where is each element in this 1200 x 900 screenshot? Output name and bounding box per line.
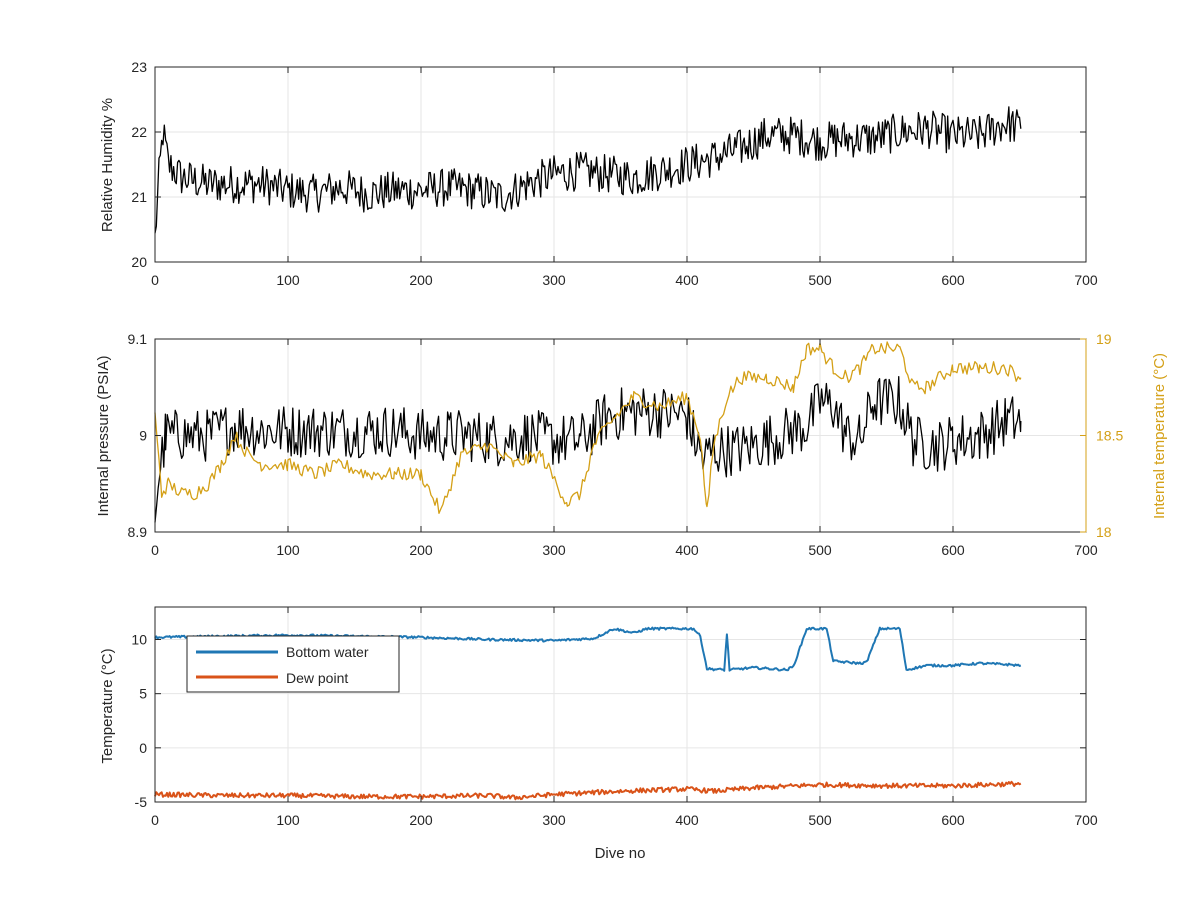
pressure-ytick-label: 9.1 [128,331,148,347]
pressure-y2tick-label: 18 [1096,524,1112,540]
temperature-xtick-label: 0 [151,812,159,828]
temperature-xtick-label: 700 [1074,812,1098,828]
dive-no-xlabel: Dive no [595,845,646,862]
temperature-ytick-label: 10 [131,632,147,648]
legend-box [186,635,400,693]
temperature-series-1-line [154,780,1022,801]
humidity-xtick-label: 200 [409,272,433,288]
pressure-xtick-label: 700 [1074,542,1098,558]
temperature-ytick-label: 0 [139,740,147,756]
humidity-ytick-label: 21 [131,189,147,205]
humidity-xtick-label: 0 [151,272,159,288]
temperature-xtick-label: 400 [675,812,699,828]
pressure-plot-area: 0 100 200 300 400 500 600 700 8.9 9 9.1 18 18.5 19 [128,331,1124,558]
temperature-ylabel: Temperature (°C) [99,648,116,763]
temperature-xtick-label: 200 [409,812,433,828]
temperature-ytick-label: 5 [139,686,147,702]
temperature-xtick-label: 600 [941,812,965,828]
temperature-ytick-label: -5 [135,794,148,810]
humidity-xtick-label: 600 [941,272,965,288]
humidity-xtick-label: 700 [1074,272,1098,288]
humidity-axes-box [154,66,1087,263]
humidity-ytick-label: 20 [131,254,147,270]
legend-label-dew-point: Dew point [286,670,348,686]
humidity-plot-area: 0 100 200 300 400 500 600 700 20 21 22 23 [131,59,1097,288]
pressure-y2tick-label: 18.5 [1096,428,1123,444]
humidity-xtick-label: 400 [675,272,699,288]
pressure-y2tick-label: 19 [1096,331,1112,347]
humidity-ytick-label: 22 [131,124,147,140]
pressure-xtick-label: 100 [276,542,300,558]
pressure-xtick-label: 0 [151,542,159,558]
legend: Bottom water Dew point [186,635,400,693]
pressure-xtick-label: 200 [409,542,433,558]
pressure-xtick-label: 500 [808,542,832,558]
pressure-ytick-label: 9 [139,428,147,444]
internal-temperature-ylabel: Internal temperature (°C) [1151,353,1168,519]
humidity-xtick-label: 100 [276,272,300,288]
pressure-xtick-label: 600 [941,542,965,558]
temperature-xtick-label: 100 [276,812,300,828]
humidity-xtick-label: 500 [808,272,832,288]
pressure-ylabel: Internal pressure (PSIA) [95,356,112,517]
temperature-xtick-label: 300 [542,812,566,828]
pressure-ytick-label: 8.9 [128,524,148,540]
pressure-series-1-line [154,341,1022,514]
pressure-series-0-line [154,375,1022,523]
pressure-xtick-label: 300 [542,542,566,558]
pressure-xtick-label: 400 [675,542,699,558]
temperature-axes-box [154,606,1087,803]
pressure-temperature-panel: 0 100 200 300 400 500 600 700 8.9 9 9.1 18 18.5 19 In… [95,331,1168,558]
humidity-panel: 0 100 200 300 400 500 600 700 20 21 22 23 Relative … [99,59,1098,288]
humidity-xtick-label: 300 [542,272,566,288]
humidity-ytick-label: 23 [131,59,147,75]
humidity-series-0-line [154,106,1022,234]
temperature-xtick-label: 500 [808,812,832,828]
humidity-ylabel: Relative Humidity % [99,98,116,232]
legend-label-bottom-water: Bottom water [286,644,369,660]
